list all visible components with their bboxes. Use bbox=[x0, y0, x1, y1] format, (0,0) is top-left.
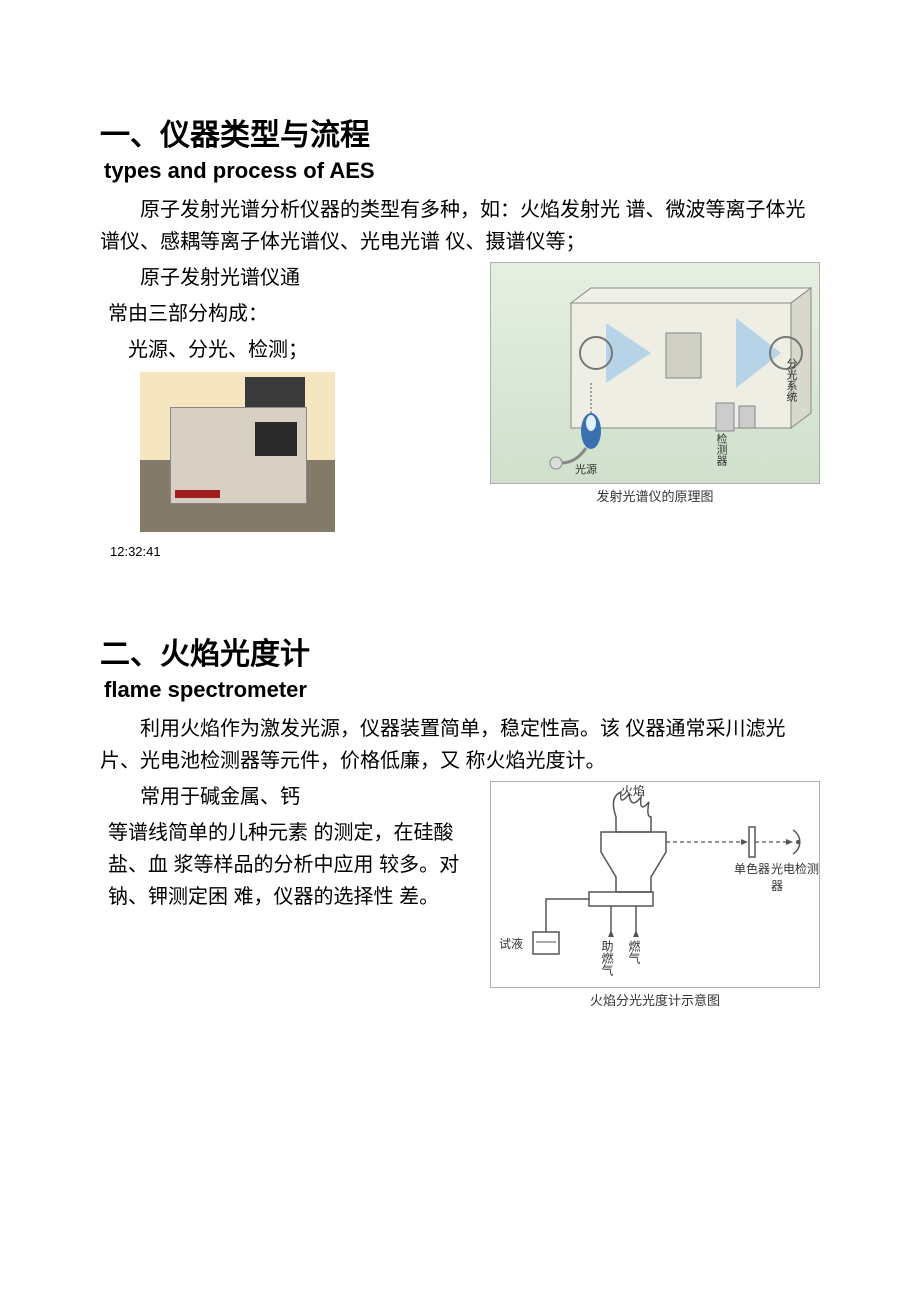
section1-heading-cn: 一、仪器类型与流程 bbox=[100, 110, 820, 154]
timestamp: 12:32:41 bbox=[110, 544, 820, 559]
section1-para2a: 原子发射光谱仪通 bbox=[100, 262, 474, 294]
section1-left-col: 原子发射光谱仪通 常由三部分构成： 光源、分光、检测； bbox=[100, 262, 474, 532]
section2-para2b: 等谱线简单的儿种元素 的测定，在硅酸盐、血 浆等样品的分析中应用 较多。对钠、钾… bbox=[108, 817, 474, 913]
fig1-label-source: 光源 bbox=[575, 461, 597, 477]
section2-para2a: 常用于碱金属、钙 bbox=[100, 781, 474, 813]
section2-heading-en: flame spectrometer bbox=[104, 677, 820, 703]
section-1: 一、仪器类型与流程 types and process of AES 原子发射光… bbox=[100, 110, 820, 559]
fig2-label-fuel: 燃气 bbox=[626, 940, 643, 964]
section2-row: 常用于碱金属、钙 等谱线简单的儿种元素 的测定，在硅酸盐、血 浆等样品的分析中应… bbox=[100, 781, 820, 1009]
figure-spectrometer-schematic: 光源 检测器 分光系统 发射光谱仪的原理图 bbox=[490, 262, 820, 505]
section2-para1: 利用火焰作为激发光源，仪器装置简单，稳定性高。该 仪器通常采川滤光片、光电池检测… bbox=[100, 713, 820, 777]
fig2-label-oxidant: 助燃气 bbox=[599, 940, 616, 976]
section1-para2b: 常由三部分构成： bbox=[108, 298, 474, 330]
section1-row: 原子发射光谱仪通 常由三部分构成： 光源、分光、检测； bbox=[100, 262, 820, 532]
fig2-label-mono: 单色器 bbox=[734, 860, 770, 877]
fig2-label-sample: 试液 bbox=[499, 935, 523, 952]
figure-flame-schematic: 火焰 单色器 光电检测器 试液 助燃气 燃气 火焰分光光度计示意图 bbox=[490, 781, 820, 1009]
section1-heading-en: types and process of AES bbox=[104, 158, 820, 184]
instrument-red-stripe bbox=[175, 490, 220, 498]
fig1-caption: 发射光谱仪的原理图 bbox=[490, 486, 820, 505]
fig1-label-splitter: 分光系统 bbox=[783, 358, 799, 402]
instrument-panel bbox=[255, 422, 297, 456]
fig2-label-detector: 光电检测器 bbox=[771, 860, 819, 894]
section2-left-col: 常用于碱金属、钙 等谱线简单的儿种元素 的测定，在硅酸盐、血 浆等样品的分析中应… bbox=[100, 781, 474, 917]
section1-para1: 原子发射光谱分析仪器的类型有多种，如：火焰发射光 谱、微波等离子体光谱仪、感耦等… bbox=[100, 194, 820, 258]
fig1-label-detector: 检测器 bbox=[713, 433, 729, 466]
section-2: 二、火焰光度计 flame spectrometer 利用火焰作为激发光源，仪器… bbox=[100, 629, 820, 1009]
fig2-label-flame: 火焰 bbox=[621, 782, 645, 799]
document-page: 一、仪器类型与流程 types and process of AES 原子发射光… bbox=[0, 0, 920, 1139]
section1-para3: 光源、分光、检测； bbox=[128, 334, 474, 366]
instrument-photo bbox=[140, 372, 335, 532]
fig2-caption: 火焰分光光度计示意图 bbox=[490, 990, 820, 1009]
section2-heading-cn: 二、火焰光度计 bbox=[100, 629, 820, 673]
